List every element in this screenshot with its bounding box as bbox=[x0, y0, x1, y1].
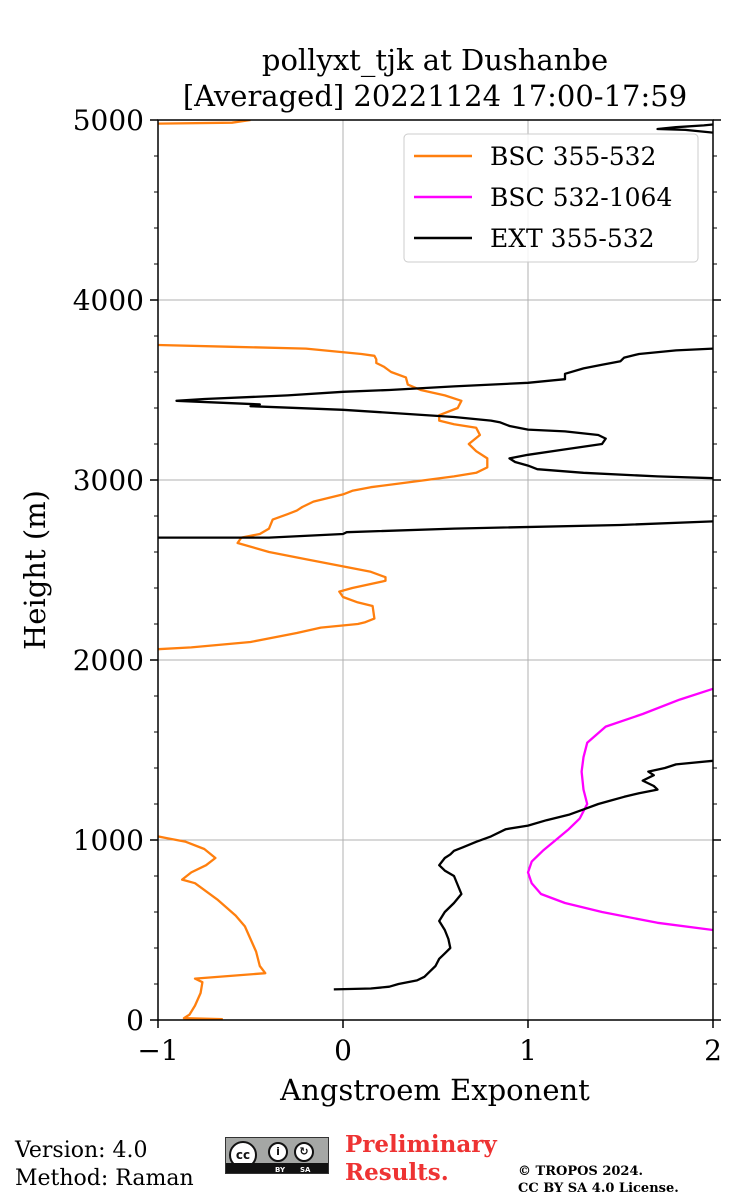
y-tick-label-5: 5000 bbox=[73, 104, 144, 137]
legend-label-ext-355-532: EXT 355-532 bbox=[490, 224, 655, 253]
y-tick-label-3: 3000 bbox=[73, 464, 144, 497]
x-tick-label-2: 1 bbox=[519, 1034, 537, 1067]
y-axis-label: Height (m) bbox=[18, 490, 52, 650]
plot-frame bbox=[157, 119, 714, 1021]
license-text: CC BY SA 4.0 License. bbox=[518, 1181, 679, 1196]
y-tick-label-0: 0 bbox=[126, 1004, 144, 1037]
cc-license-badge: cc i ↻ BY SA bbox=[225, 1137, 329, 1174]
results-text: Results. bbox=[345, 1159, 449, 1186]
series-line-ext-355-532-3 bbox=[656, 123, 713, 134]
cc-by-text: BY bbox=[275, 1166, 286, 1174]
x-tick-label-1: 0 bbox=[334, 1034, 352, 1067]
chart-title: pollyxt_tjk at Dushanbe bbox=[262, 43, 608, 78]
method-text: Method: Raman bbox=[15, 1166, 194, 1191]
x-tick-label-0: −1 bbox=[137, 1034, 178, 1067]
series-line-bsc-355-532-0 bbox=[158, 835, 267, 1020]
series-line-ext-355-532-0 bbox=[333, 759, 713, 991]
series-line-bsc-532-1064-0 bbox=[526, 687, 713, 932]
x-tick-label-3: 2 bbox=[704, 1034, 722, 1067]
series-layer bbox=[158, 120, 713, 1020]
y-tick-label-4: 4000 bbox=[73, 284, 144, 317]
legend-box bbox=[403, 133, 699, 263]
series-line-ext-355-532-2 bbox=[175, 347, 713, 480]
sa-share-icon: ↻ bbox=[294, 1142, 314, 1162]
legend: BSC 355-532 BSC 532-1064 EXT 355-532 bbox=[403, 133, 699, 263]
version-text: Version: 4.0 bbox=[15, 1138, 148, 1163]
y-tick-label-1: 1000 bbox=[73, 824, 144, 857]
cc-sa-text: SA bbox=[300, 1166, 311, 1174]
legend-label-bsc-355-532: BSC 355-532 bbox=[490, 142, 656, 171]
x-axis-label: Angstroem Exponent bbox=[279, 1073, 590, 1107]
chart-subtitle: [Averaged] 20221124 17:00-17:59 bbox=[183, 79, 687, 113]
cc-badge-bar bbox=[226, 1163, 328, 1173]
series-line-ext-355-532-1 bbox=[158, 520, 713, 539]
y-tick-label-2: 2000 bbox=[73, 644, 144, 677]
copyright-text: © TROPOS 2024. bbox=[518, 1164, 644, 1179]
preliminary-text: Preliminary bbox=[345, 1131, 497, 1158]
by-person-icon: i bbox=[268, 1142, 288, 1162]
series-line-bsc-355-532-2 bbox=[158, 120, 251, 125]
series-line-bsc-355-532-1 bbox=[158, 343, 489, 651]
legend-label-bsc-532-1064: BSC 532-1064 bbox=[490, 183, 672, 212]
